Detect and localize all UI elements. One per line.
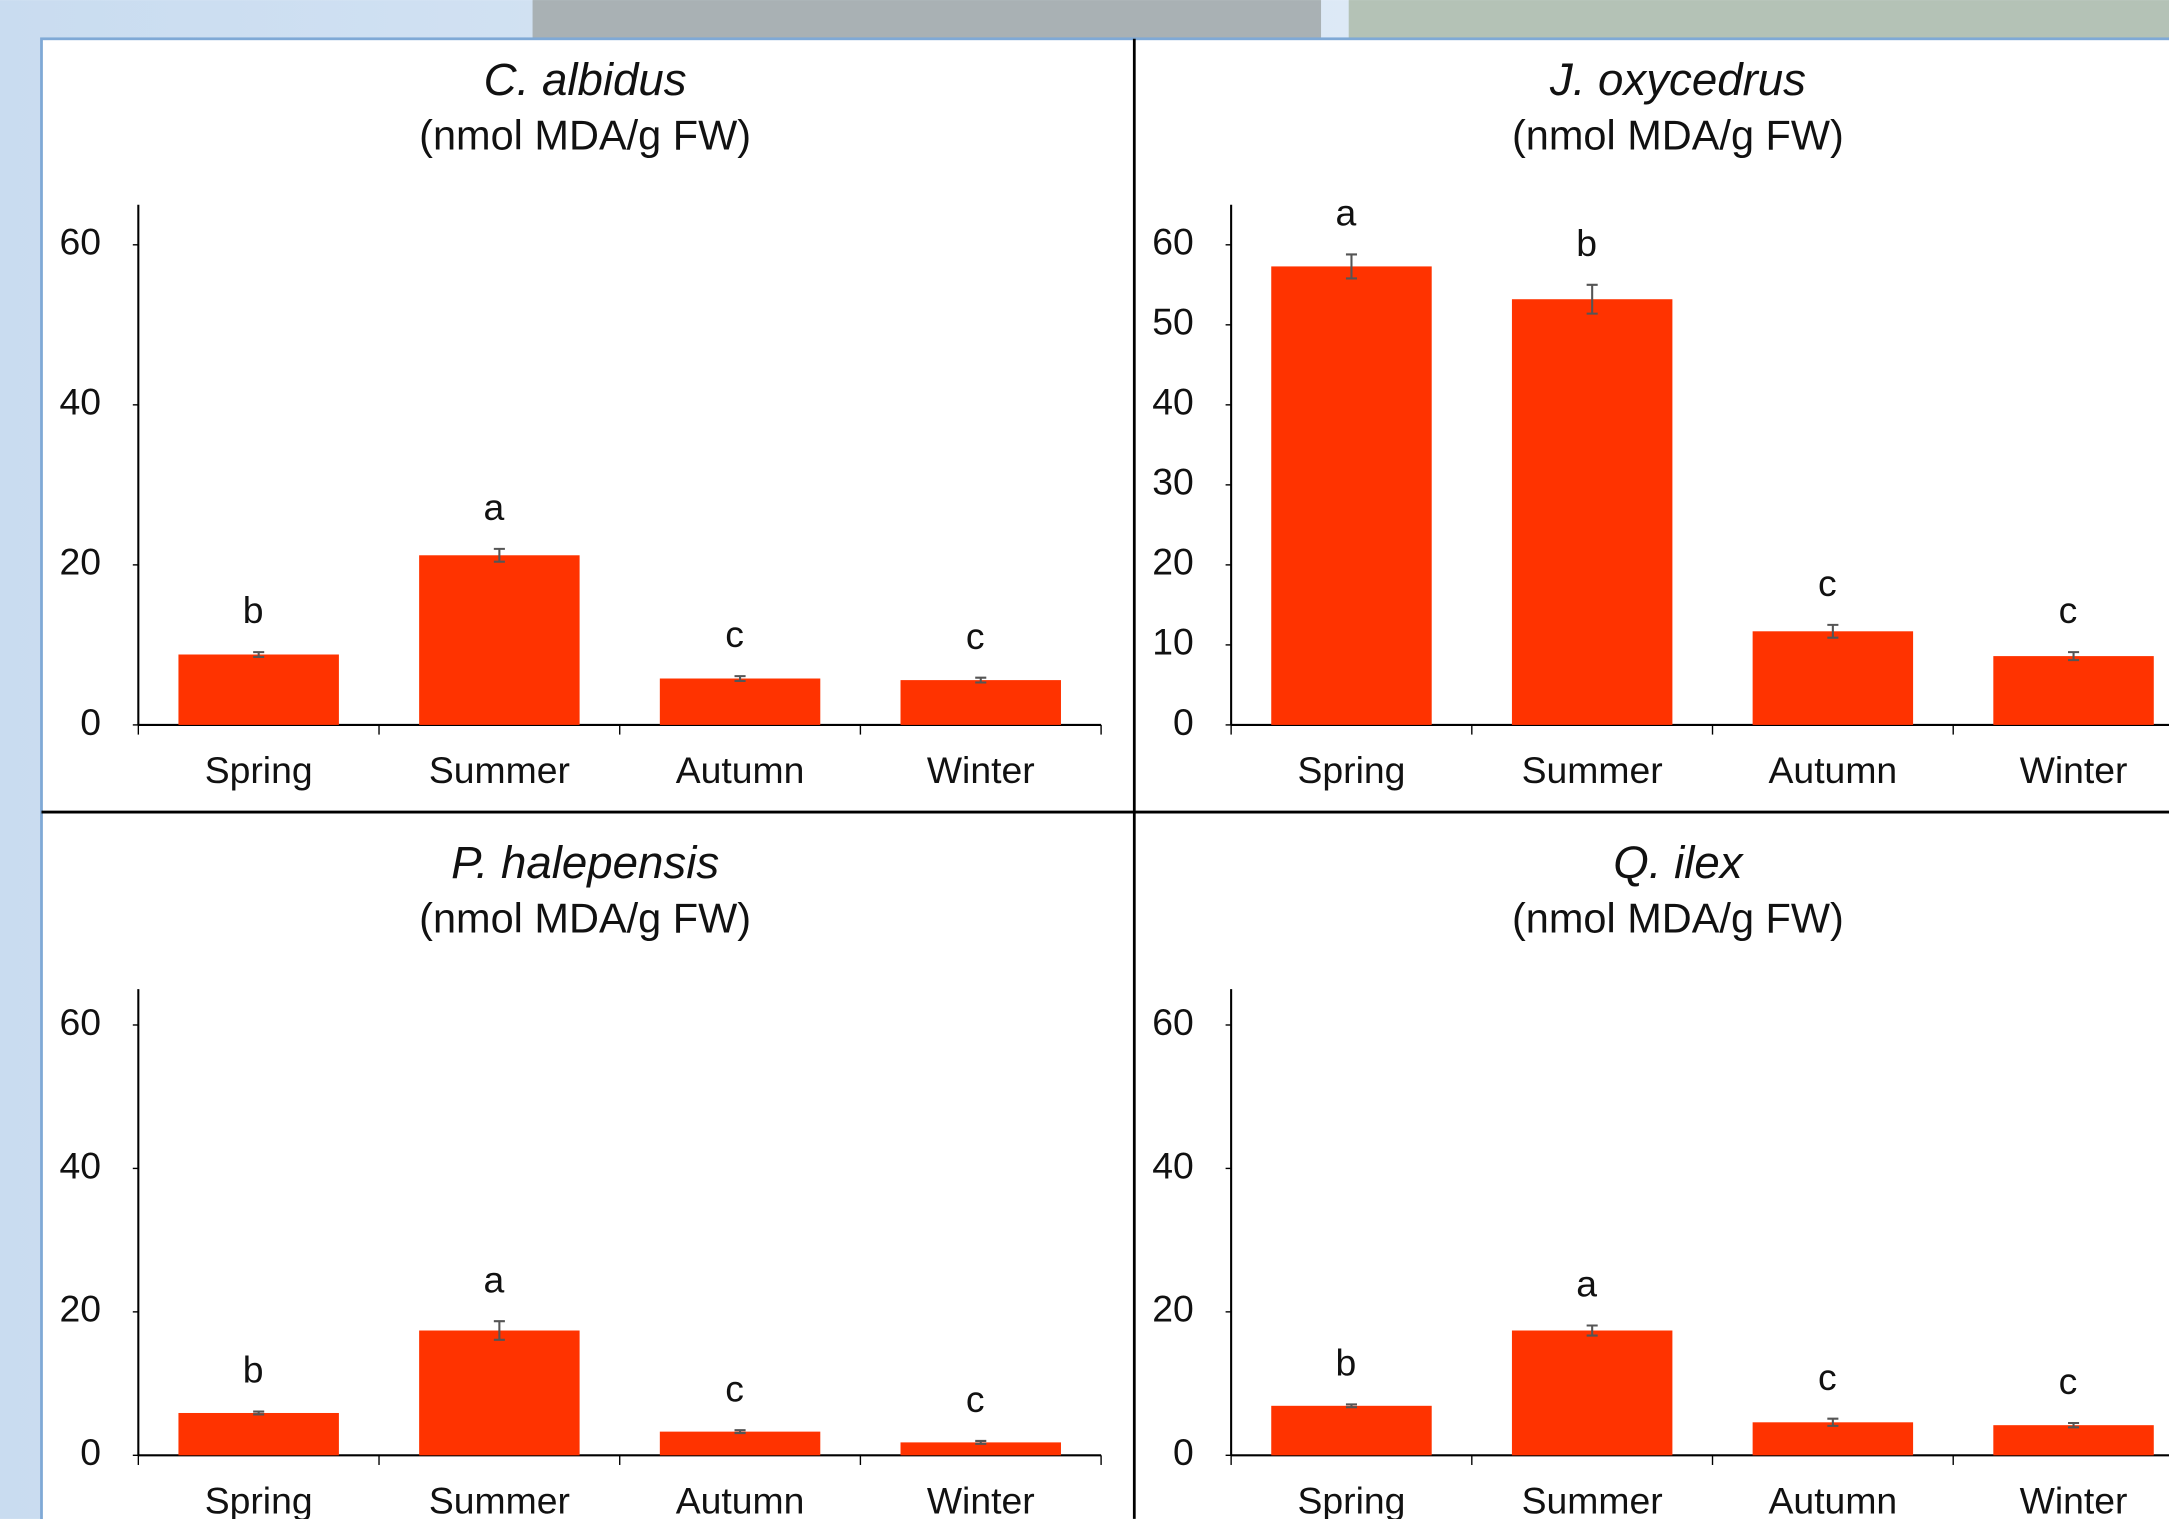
photo-strip [533,0,1321,39]
bar [1271,1406,1431,1455]
chart-subtitle: (nmol MDA/g FW) [1512,894,1844,941]
bar [1993,656,2153,725]
y-tick-label: 0 [1173,701,1194,743]
chart-subtitle: (nmol MDA/g FW) [1512,111,1844,158]
x-tick-label: Summer [429,1480,570,1519]
y-tick-label: 0 [1173,1431,1194,1473]
chart-title: J. oxycedrus [1549,54,1806,105]
significance-label: c [966,1378,985,1420]
bar [419,555,579,725]
y-tick-label: 40 [1152,1144,1194,1186]
y-tick-label: 60 [59,1001,101,1043]
significance-label: c [966,615,985,657]
bar [1753,631,1913,725]
significance-label: c [2059,589,2078,631]
x-tick-label: Summer [1522,749,1663,791]
significance-label: c [725,613,744,655]
chart-figure: C. albidus (nmol MDA/g FW) 0 20 40 60 Spring b S… [0,0,2169,1519]
chart-title: P. halepensis [451,837,719,888]
bar [660,1432,820,1456]
bar [1271,266,1431,725]
significance-label: c [1818,1356,1837,1398]
significance-label: b [243,1349,264,1391]
x-tick-label: Winter [927,1480,1035,1519]
y-tick-label: 10 [1152,621,1194,663]
significance-label: c [1818,562,1837,604]
y-tick-label: 20 [59,541,101,583]
y-tick-label: 40 [59,381,101,423]
significance-label: b [1336,1342,1357,1384]
y-tick-label: 30 [1152,461,1194,503]
x-tick-label: Summer [1522,1480,1663,1519]
bar [1993,1425,2153,1455]
y-tick-label: 0 [80,1431,101,1473]
y-tick-label: 40 [59,1144,101,1186]
x-tick-label: Autumn [676,749,805,791]
page: C. albidus (nmol MDA/g FW) 0 20 40 60 Spring b S… [0,0,2169,1519]
chart-title: Q. ilex [1613,837,1744,888]
bar [178,655,338,725]
significance-label: b [243,589,264,631]
y-tick-label: 20 [59,1288,101,1330]
bar [660,679,820,725]
x-tick-label: Autumn [1769,1480,1898,1519]
chart-subtitle: (nmol MDA/g FW) [419,111,751,158]
chart-subtitle: (nmol MDA/g FW) [419,894,751,941]
significance-label: c [725,1367,744,1409]
y-tick-label: 0 [80,701,101,743]
bar [1753,1422,1913,1455]
x-tick-label: Autumn [1769,749,1898,791]
significance-label: a [483,1258,504,1300]
x-tick-label: Spring [205,1480,313,1519]
x-tick-label: Winter [2020,1480,2128,1519]
bar [178,1413,338,1455]
y-tick-label: 20 [1152,541,1194,583]
significance-label: c [2059,1360,2078,1402]
y-tick-label: 60 [1152,1001,1194,1043]
x-tick-label: Winter [2020,749,2128,791]
bar [901,680,1061,725]
chart-title: C. albidus [484,54,687,105]
y-tick-label: 20 [1152,1288,1194,1330]
x-tick-label: Autumn [676,1480,805,1519]
y-tick-label: 60 [59,221,101,263]
significance-label: b [1576,222,1597,264]
significance-label: a [483,486,504,528]
bar [1512,1331,1672,1456]
x-tick-label: Spring [1298,749,1406,791]
x-tick-label: Spring [205,749,313,791]
bar [419,1331,579,1456]
y-tick-label: 60 [1152,221,1194,263]
y-tick-label: 50 [1152,301,1194,343]
photo-strip [1349,0,2169,39]
x-tick-label: Summer [429,749,570,791]
significance-label: a [1336,192,1357,234]
significance-label: a [1576,1263,1597,1305]
x-tick-label: Spring [1298,1480,1406,1519]
bar [1512,299,1672,725]
y-tick-label: 40 [1152,381,1194,423]
x-tick-label: Winter [927,749,1035,791]
